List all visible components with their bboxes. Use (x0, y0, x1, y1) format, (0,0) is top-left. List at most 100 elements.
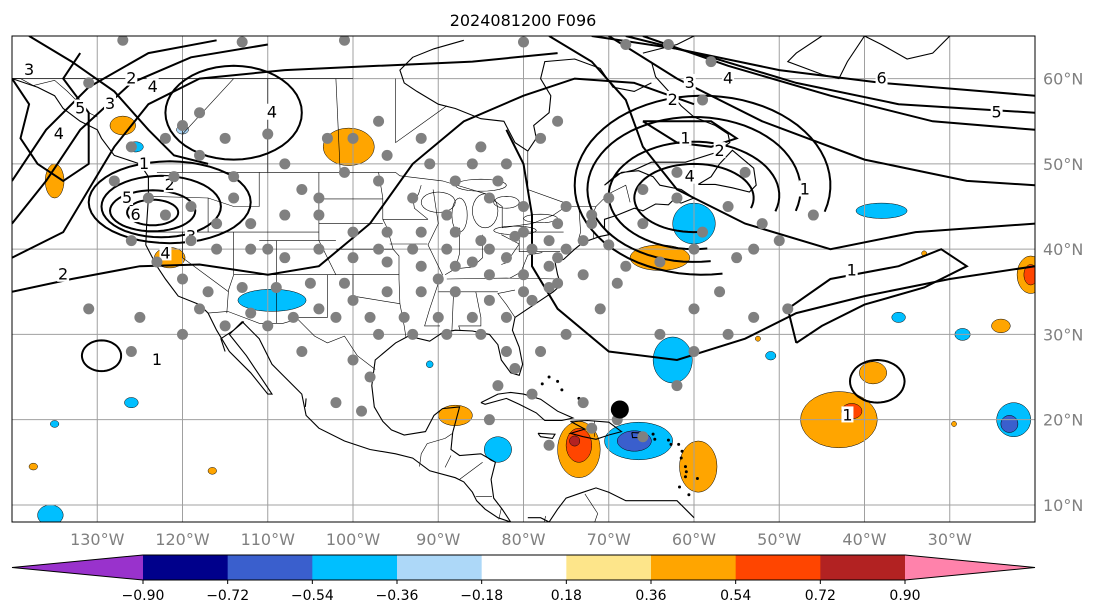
station-marker (535, 132, 547, 144)
contour-label-bg (129, 206, 142, 223)
station-marker (739, 166, 751, 178)
station-marker (424, 158, 436, 170)
contour-label: 4 (685, 167, 695, 186)
island (683, 465, 687, 469)
island (547, 375, 551, 379)
station-marker (586, 422, 598, 434)
island (556, 379, 560, 383)
station-marker (688, 303, 700, 315)
contour-label: 5 (992, 103, 1002, 122)
station-marker (177, 328, 188, 340)
border-line (458, 291, 482, 332)
station-marker (773, 235, 785, 247)
station-marker (321, 132, 333, 144)
contour-label-bg (845, 261, 858, 278)
station-marker (177, 273, 188, 285)
border-line (419, 433, 453, 467)
map-frame (11, 35, 1036, 523)
contour-line (126, 198, 180, 227)
station-marker (705, 56, 717, 68)
contour-label-bg (679, 129, 692, 146)
station-marker (287, 311, 299, 323)
coastline (304, 398, 307, 407)
anomaly-region (109, 115, 136, 136)
station-marker (279, 209, 291, 221)
island (687, 493, 691, 497)
station-marker (347, 354, 359, 366)
station-marker (543, 260, 555, 272)
station-marker (228, 192, 240, 204)
station-marker (168, 171, 180, 183)
border-line (182, 78, 234, 135)
station-marker (125, 141, 137, 153)
border-line (335, 78, 341, 173)
contour-label: 4 (267, 103, 277, 122)
contour-label: 1 (847, 260, 857, 279)
island (666, 438, 670, 442)
station-marker (577, 397, 589, 409)
station-marker (270, 282, 282, 294)
station-marker (731, 252, 743, 264)
station-marker (466, 256, 478, 268)
station-marker (637, 183, 649, 195)
station-marker (432, 311, 444, 323)
contour-label: 4 (160, 243, 170, 262)
station-marker (407, 192, 419, 204)
station-marker (236, 36, 248, 48)
latitude-label: 20°N (1043, 411, 1083, 430)
border-line (226, 232, 234, 314)
station-marker (219, 320, 231, 332)
contour-line (87, 160, 252, 245)
contour-line (786, 248, 969, 344)
station-marker (637, 218, 649, 230)
contour-label-bg (52, 125, 65, 142)
longitude-label: 60°W (672, 530, 716, 549)
station-marker (134, 311, 146, 323)
station-marker (688, 345, 700, 357)
station-marker (381, 149, 393, 161)
colorbar-extend-low (12, 555, 143, 580)
anomaly-region (124, 397, 139, 408)
station-marker (159, 209, 171, 221)
border-line (497, 289, 516, 318)
contour-label: 3 (24, 60, 34, 79)
colorbar-tick-label: −0.54 (291, 588, 334, 604)
contour-label-bg (683, 73, 696, 90)
contour-label-bg (875, 69, 888, 86)
station-marker (620, 260, 632, 272)
contour-label-bg (666, 90, 679, 107)
station-marker (543, 282, 555, 294)
contour-line (642, 36, 1035, 131)
colorbar-tick-label: 0.90 (889, 588, 920, 604)
longitude-label: 40°W (842, 530, 886, 549)
station-marker (697, 94, 709, 106)
station-marker (373, 328, 385, 340)
station-marker (543, 235, 555, 247)
island (651, 432, 655, 436)
colorbar-segment (312, 555, 398, 580)
island (679, 456, 683, 460)
station-marker (125, 345, 137, 357)
station-marker (475, 328, 487, 340)
station-marker (415, 286, 427, 298)
anomaly-region (891, 312, 906, 323)
station-marker (202, 286, 214, 298)
coastline (786, 36, 865, 80)
station-marker (577, 235, 589, 247)
contour-label-bg (146, 78, 159, 95)
station-marker (185, 201, 197, 213)
contour-label: 3 (105, 94, 115, 113)
contour-line (12, 77, 695, 293)
coastline (698, 149, 757, 193)
station-marker (518, 201, 529, 213)
longitude-label: 30°W (928, 530, 972, 549)
station-marker (500, 311, 512, 323)
contour-label-bg (57, 265, 70, 282)
great-lake (523, 213, 558, 224)
colorbar-tick-label: −0.36 (376, 588, 419, 604)
station-marker (381, 286, 393, 298)
border-line (459, 462, 483, 480)
station-marker (586, 209, 598, 221)
contour-line (108, 189, 197, 233)
coastline (399, 39, 529, 152)
